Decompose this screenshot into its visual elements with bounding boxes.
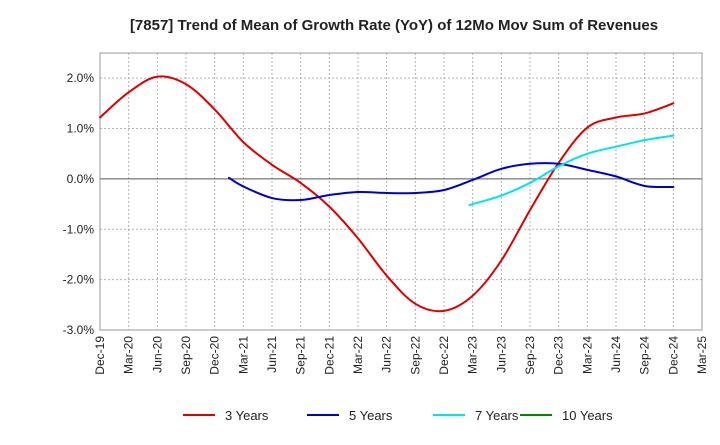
x-tick-label: Jun-20	[150, 336, 164, 373]
y-tick-label: -2.0%	[63, 273, 95, 287]
x-tick-label: Sep-24	[638, 336, 652, 375]
x-tick-label: Jun-23	[494, 336, 508, 373]
x-tick-label: Mar-21	[236, 336, 250, 374]
y-tick-label: 2.0%	[67, 71, 95, 85]
x-tick-label: Mar-25	[695, 336, 709, 374]
legend-label-7-years: 7 Years	[475, 408, 519, 423]
x-tick-label: Dec-21	[322, 336, 336, 375]
x-tick-label: Sep-20	[179, 336, 193, 375]
legend-label-10-years: 10 Years	[562, 408, 613, 423]
plot-area-border	[99, 52, 703, 331]
series-line-3-years	[99, 75, 675, 313]
legend-label-5-years: 5 Years	[349, 408, 393, 423]
grid	[100, 53, 702, 330]
y-tick-label: 0.0%	[67, 172, 95, 186]
chart-title: [7857] Trend of Mean of Growth Rate (YoY…	[130, 17, 658, 34]
x-tick-label: Mar-24	[580, 336, 594, 374]
x-tick-label: Jun-22	[380, 336, 394, 373]
legend-label-3-years: 3 Years	[225, 408, 269, 423]
x-tick-label: Sep-22	[408, 336, 422, 375]
x-tick-label: Dec-22	[437, 336, 451, 375]
y-tick-label: -3.0%	[63, 323, 95, 337]
legend: 3 Years 5 Years 7 Years 10 Years	[183, 408, 613, 423]
y-tick-label: 1.0%	[67, 122, 95, 136]
x-tick-label: Mar-22	[351, 336, 365, 374]
series-line-7-years	[468, 134, 675, 207]
x-tick-label: Dec-23	[552, 336, 566, 375]
axes: 2.0% 1.0% 0.0% -1.0% -2.0% -3.0%Dec-19 Mar-20 J…	[63, 52, 709, 375]
x-tick-label: Mar-23	[466, 336, 480, 374]
x-tick-label: Dec-24	[666, 336, 680, 375]
x-tick-label: Mar-20	[122, 336, 136, 374]
series	[99, 75, 675, 313]
series-line-5-years	[228, 162, 675, 202]
x-tick-label: Jun-24	[609, 336, 623, 373]
x-tick-label: Sep-21	[294, 336, 308, 375]
x-tick-label: Sep-23	[523, 336, 537, 375]
y-tick-label: -1.0%	[63, 222, 95, 236]
x-tick-label: Dec-19	[93, 336, 107, 375]
x-tick-label: Jun-21	[265, 336, 279, 373]
x-tick-label: Dec-20	[208, 336, 222, 375]
